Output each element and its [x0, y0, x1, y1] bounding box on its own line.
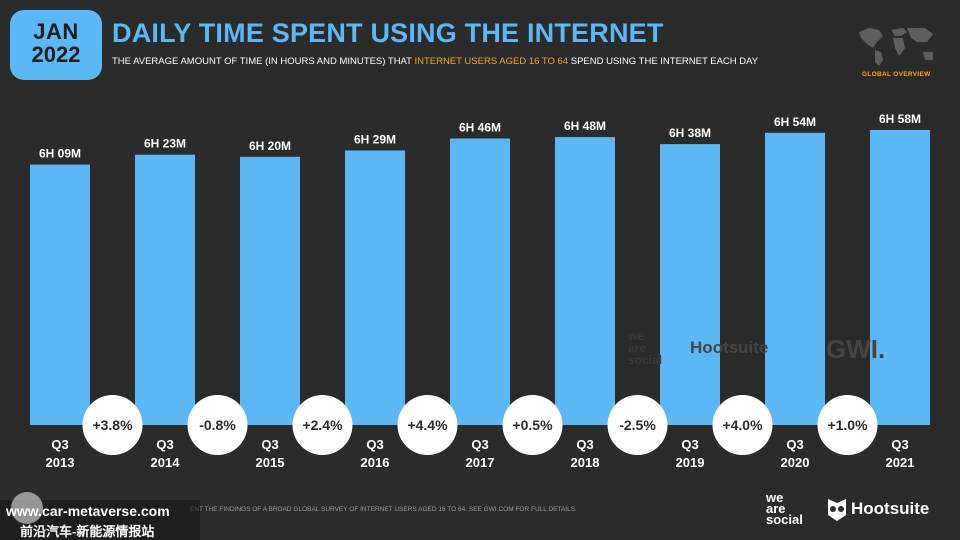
change-label: +4.0%	[722, 417, 763, 433]
bar-value-label: 6H 48M	[564, 119, 606, 133]
bar-value-label: 6H 29M	[354, 132, 396, 146]
change-label: +1.0%	[827, 417, 868, 433]
category-label: 2015	[256, 455, 285, 470]
category-label: 2019	[676, 455, 705, 470]
source-note: ENT THE FINDINGS OF A BROAD GLOBAL SURVE…	[190, 506, 577, 513]
watermark-gwi: GWI.	[826, 334, 886, 364]
change-label: +0.5%	[512, 417, 553, 433]
watermark-social: we are social	[628, 330, 662, 366]
world-map-icon	[859, 28, 933, 66]
category-label: 2016	[361, 455, 390, 470]
category-label: Q3	[471, 437, 488, 452]
bar	[345, 150, 405, 426]
brand-social-line: social	[766, 512, 803, 527]
subtitle-highlight: INTERNET USERS AGED 16 TO 64	[414, 56, 569, 67]
bar	[450, 138, 510, 425]
brand-social-line: are	[766, 501, 786, 516]
bar-value-label: 6H 54M	[774, 115, 816, 129]
site-watermark-url: www.car-metaverse.com	[6, 503, 170, 519]
page-subtitle: THE AVERAGE AMOUNT OF TIME (IN HOURS AND…	[112, 56, 758, 67]
bar	[30, 164, 90, 425]
category-label: 2020	[781, 455, 810, 470]
bar-value-label: 6H 58M	[879, 112, 921, 126]
category-label: Q3	[891, 437, 908, 452]
bar	[240, 156, 300, 425]
bar	[660, 144, 720, 425]
change-label: +4.4%	[407, 417, 448, 433]
bar	[135, 154, 195, 425]
change-label: +2.4%	[302, 417, 343, 433]
watermark-social-line: are	[628, 341, 647, 355]
bar	[765, 132, 825, 425]
watermark-social-line: social	[628, 353, 663, 367]
bar-value-label: 6H 20M	[249, 139, 291, 153]
change-label: -2.5%	[619, 417, 656, 433]
bar-value-label: 6H 46M	[459, 120, 501, 134]
category-label: Q3	[51, 437, 68, 452]
change-circle	[292, 395, 353, 455]
hootsuite-logo-text: Hootsuite	[851, 499, 930, 518]
change-circle	[82, 395, 143, 455]
category-label: 2013	[46, 455, 75, 470]
badge-year: 2022	[31, 42, 81, 67]
site-watermark-cn: 前沿汽车-新能源情报站	[20, 524, 155, 539]
category-label: Q3	[681, 437, 698, 452]
brand-social-line: we	[766, 490, 784, 505]
change-label: -0.8%	[199, 417, 236, 433]
watermark-circle	[11, 492, 43, 524]
category-label: 2018	[571, 455, 600, 470]
bar	[555, 137, 615, 425]
bar-value-label: 6H 09M	[39, 147, 81, 161]
bar-chart: 6H 09M Q3 2013 6H 23M Q3 2014 6H 20M Q3 2015 6H 2…	[30, 112, 930, 470]
category-label: Q3	[786, 437, 803, 452]
bar-value-label: 6H 23M	[144, 137, 186, 151]
change-circle	[502, 395, 563, 455]
date-badge: JAN 2022	[10, 10, 102, 80]
change-circle	[817, 395, 878, 455]
subtitle-post: SPEND USING THE INTERNET EACH DAY	[568, 56, 759, 67]
page-title: DAILY TIME SPENT USING THE INTERNET	[112, 18, 664, 48]
watermark-social-line: we	[628, 329, 645, 343]
change-circle	[187, 395, 248, 455]
watermark-hootsuite: Hootsuite	[690, 338, 769, 357]
category-label: Q3	[156, 437, 173, 452]
change-circle	[607, 395, 668, 455]
change-label: +3.8%	[92, 417, 133, 433]
category-label: Q3	[261, 437, 278, 452]
we-are-social-logo: we are social	[766, 490, 803, 527]
change-circle	[397, 395, 458, 455]
category-label: Q3	[366, 437, 383, 452]
change-circle	[712, 395, 773, 455]
category-label: 2017	[466, 455, 495, 470]
bar-value-label: 6H 38M	[669, 126, 711, 140]
badge-month: JAN	[33, 19, 79, 44]
map-label: GLOBAL OVERVIEW	[862, 71, 931, 78]
category-label: 2021	[886, 455, 915, 470]
category-label: Q3	[576, 437, 593, 452]
bar	[870, 130, 930, 425]
subtitle-pre: THE AVERAGE AMOUNT OF TIME (IN HOURS AND…	[112, 56, 415, 67]
owl-icon	[828, 499, 846, 521]
category-label: 2014	[151, 455, 181, 470]
